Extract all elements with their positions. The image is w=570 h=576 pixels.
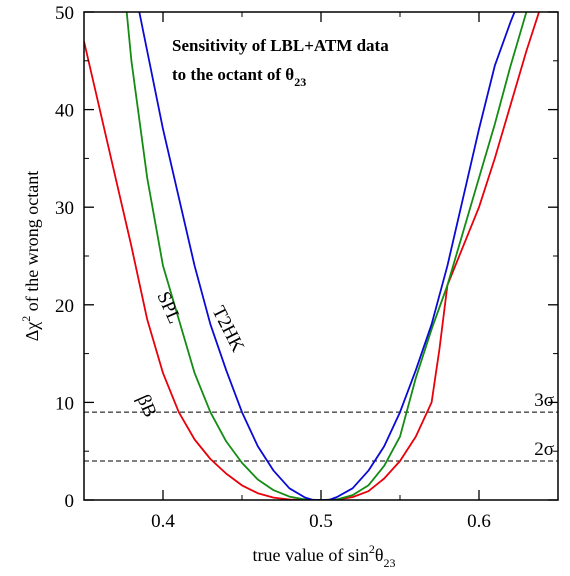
chart-title-line2: to the octant of θ23 (172, 65, 306, 89)
series-lines (84, 12, 540, 500)
x-axis-label: true value of sin2θ23 (252, 542, 395, 570)
chart-title-line1: Sensitivity of LBL+ATM data (172, 36, 389, 55)
y-tick-label-5: 40 (55, 101, 74, 122)
y-tick-label-2: 10 (55, 393, 74, 414)
x-axis-label-prefix: true value of sin (252, 545, 368, 565)
series-line-1 (84, 12, 540, 500)
y-axis-label-suffix: of the wrong octant (22, 171, 42, 316)
y-axis-label: Δχ2 of the wrong octant (19, 171, 42, 342)
sigma-label-2: 2σ (534, 439, 554, 460)
sigma-labels: 3σ 2σ (534, 390, 554, 460)
y-axis-label-sup: 2 (19, 316, 33, 322)
chart-title-line2-prefix: to the octant of θ (172, 65, 294, 84)
y-tick-label-6: 50 (55, 3, 74, 24)
x-axis-label-theta: θ (375, 545, 384, 565)
x-axis-label-sup: 2 (369, 542, 375, 556)
series-label-T2HK: T2HK (208, 303, 249, 356)
y-axis-label-prefix: Δχ (22, 322, 42, 342)
sigma-label-1: 3σ (534, 390, 554, 411)
reference-lines (84, 411, 558, 462)
y-tick-label-1: 0 (65, 491, 75, 512)
chart-title-line2-subscript: 23 (294, 75, 306, 89)
series-line-3 (138, 12, 516, 500)
y-tick-label-4: 30 (55, 198, 74, 219)
x-axis-label-sub: 23 (384, 556, 396, 570)
y-tick-label-3: 20 (55, 296, 74, 317)
x-tick-label-3: 0.6 (467, 511, 491, 532)
axis-ticks: 0.4 0.5 0.6 0 10 20 30 40 50 (55, 3, 559, 532)
x-tick-label-1: 0.4 (151, 511, 175, 532)
series-label-bB: βB (132, 391, 160, 420)
x-tick-label-2: 0.5 (309, 511, 333, 532)
plot-frame (83, 11, 559, 501)
